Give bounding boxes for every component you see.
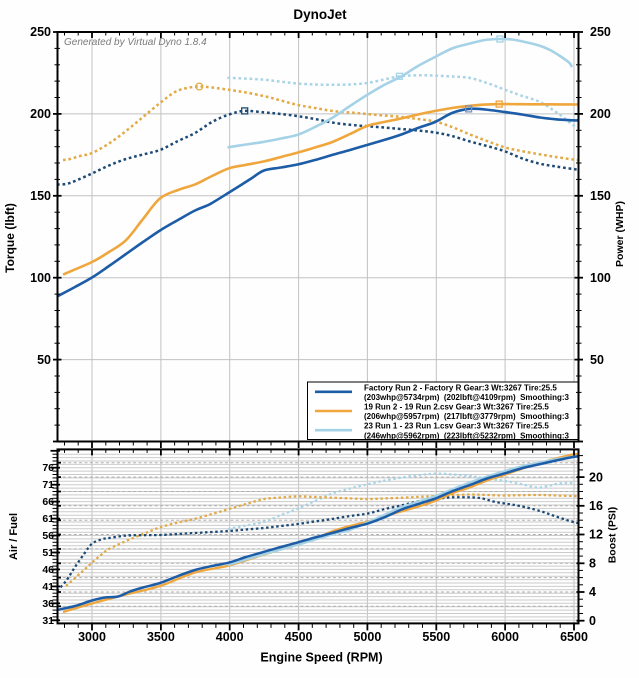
svg-text:150: 150 [590, 189, 611, 203]
svg-text:200: 200 [590, 107, 611, 121]
svg-text:50: 50 [590, 353, 604, 367]
svg-text:Air / Fuel: Air / Fuel [8, 513, 20, 560]
svg-text:5500: 5500 [422, 630, 450, 644]
svg-text:51: 51 [42, 547, 54, 559]
svg-text:6500: 6500 [560, 630, 588, 644]
svg-text:Power (WHP): Power (WHP) [614, 201, 626, 267]
svg-text:36: 36 [42, 598, 54, 610]
svg-text:3000: 3000 [78, 630, 106, 644]
svg-text:16: 16 [589, 499, 603, 513]
svg-text:46: 46 [42, 564, 54, 576]
svg-text:3500: 3500 [147, 630, 175, 644]
svg-text:20: 20 [589, 470, 603, 484]
svg-text:250: 250 [30, 25, 51, 39]
svg-text:19 Run 2 - 19 Run 2.csv Gear:3: 19 Run 2 - 19 Run 2.csv Gear:3 Wt:3267 T… [364, 403, 549, 412]
svg-text:150: 150 [30, 189, 51, 203]
svg-text:8: 8 [589, 557, 596, 571]
svg-text:Torque (lbft): Torque (lbft) [3, 203, 17, 273]
svg-text:200: 200 [30, 107, 51, 121]
svg-text:4: 4 [589, 585, 596, 599]
svg-text:Engine Speed (RPM): Engine Speed (RPM) [260, 651, 382, 665]
svg-text:56: 56 [42, 530, 54, 542]
svg-text:250: 250 [590, 25, 611, 39]
svg-text:50: 50 [37, 353, 51, 367]
svg-text:(246whp@5962rpm) (223lbft@523: (246whp@5962rpm) (223lbft@5232rpm) Smoot… [364, 431, 570, 440]
svg-text:61: 61 [42, 513, 54, 525]
svg-text:100: 100 [590, 271, 611, 285]
svg-text:0: 0 [589, 614, 596, 628]
svg-text:4500: 4500 [285, 630, 313, 644]
svg-text:6000: 6000 [491, 630, 519, 644]
svg-text:5000: 5000 [353, 630, 381, 644]
svg-text:41: 41 [42, 581, 54, 593]
svg-text:100: 100 [30, 271, 51, 285]
svg-text:4000: 4000 [216, 630, 244, 644]
svg-text:Generated by Virtual Dyno 1.8.: Generated by Virtual Dyno 1.8.4 [64, 37, 207, 48]
svg-text:(206whp@5957rpm) (217lbft@377: (206whp@5957rpm) (217lbft@3779rpm) Smoot… [364, 412, 570, 421]
svg-text:76: 76 [42, 462, 54, 474]
svg-text:(203whp@5734rpm) (202lbft@410: (203whp@5734rpm) (202lbft@4109rpm) Smoot… [364, 393, 570, 402]
svg-text:Factory Run 2 - Factory R Gear: Factory Run 2 - Factory R Gear:3 Wt:3267… [364, 383, 557, 392]
svg-text:71: 71 [42, 479, 54, 491]
svg-text:31: 31 [42, 615, 54, 627]
svg-text:DynoJet: DynoJet [293, 7, 347, 22]
svg-text:23 Run 1 - 23 Run 1.csv Gear:3: 23 Run 1 - 23 Run 1.csv Gear:3 Wt:3267 T… [364, 422, 549, 431]
svg-text:12: 12 [589, 528, 603, 542]
svg-text:Boost (PSI): Boost (PSI) [607, 507, 619, 564]
svg-text:66: 66 [42, 496, 54, 508]
